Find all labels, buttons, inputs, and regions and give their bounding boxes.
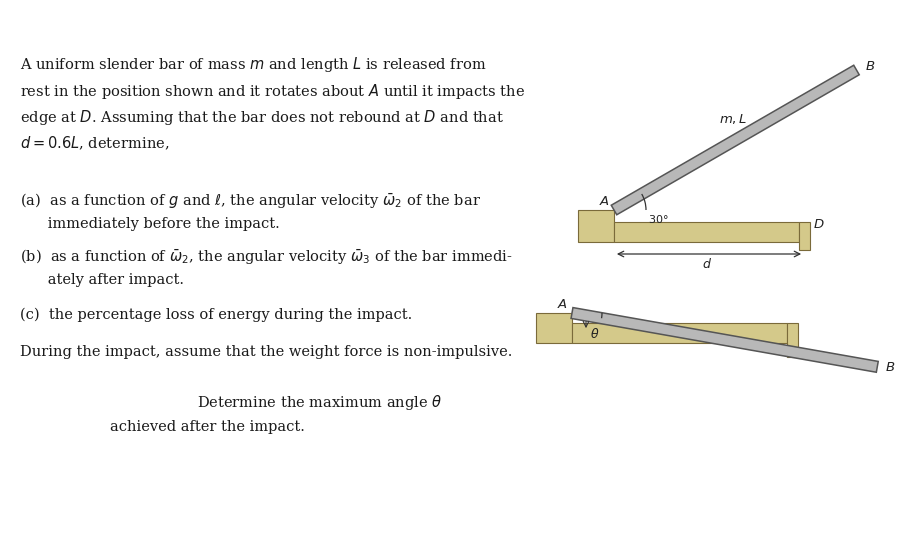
Text: (c)  the percentage loss of energy during the impact.: (c) the percentage loss of energy during… bbox=[20, 308, 413, 323]
Bar bbox=[787, 323, 798, 357]
Polygon shape bbox=[571, 308, 879, 372]
Text: (a)  as a function of $g$ and $\ell$, the angular velocity $\bar{\omega}_2$ of t: (a) as a function of $g$ and $\ell$, the… bbox=[20, 192, 481, 231]
Text: $A$: $A$ bbox=[599, 195, 610, 208]
Text: $B$: $B$ bbox=[866, 59, 876, 73]
Bar bbox=[578, 210, 614, 242]
Bar bbox=[536, 313, 572, 343]
Text: Determine the maximum angle $\theta$: Determine the maximum angle $\theta$ bbox=[198, 393, 443, 412]
Bar bbox=[799, 222, 810, 250]
Text: A uniform slender bar of mass $m$ and length $L$ is released from
rest in the po: A uniform slender bar of mass $m$ and le… bbox=[20, 55, 525, 152]
Bar bbox=[572, 323, 787, 343]
Text: $A$: $A$ bbox=[557, 298, 568, 311]
Text: $B$: $B$ bbox=[885, 362, 896, 374]
Text: $D$: $D$ bbox=[813, 217, 824, 231]
Text: $\theta$: $\theta$ bbox=[590, 327, 599, 341]
Polygon shape bbox=[611, 65, 859, 215]
Text: $d$: $d$ bbox=[701, 257, 711, 271]
Text: $30°$: $30°$ bbox=[648, 213, 669, 225]
Text: During the impact, assume that the weight force is non-impulsive.: During the impact, assume that the weigh… bbox=[20, 345, 513, 359]
Text: $m, L$: $m, L$ bbox=[719, 112, 747, 126]
Text: achieved after the impact.: achieved after the impact. bbox=[110, 420, 305, 434]
Bar bbox=[614, 222, 799, 242]
Text: (b)  as a function of $\bar{\omega}_2$, the angular velocity $\bar{\omega}_3$ of: (b) as a function of $\bar{\omega}_2$, t… bbox=[20, 248, 513, 287]
